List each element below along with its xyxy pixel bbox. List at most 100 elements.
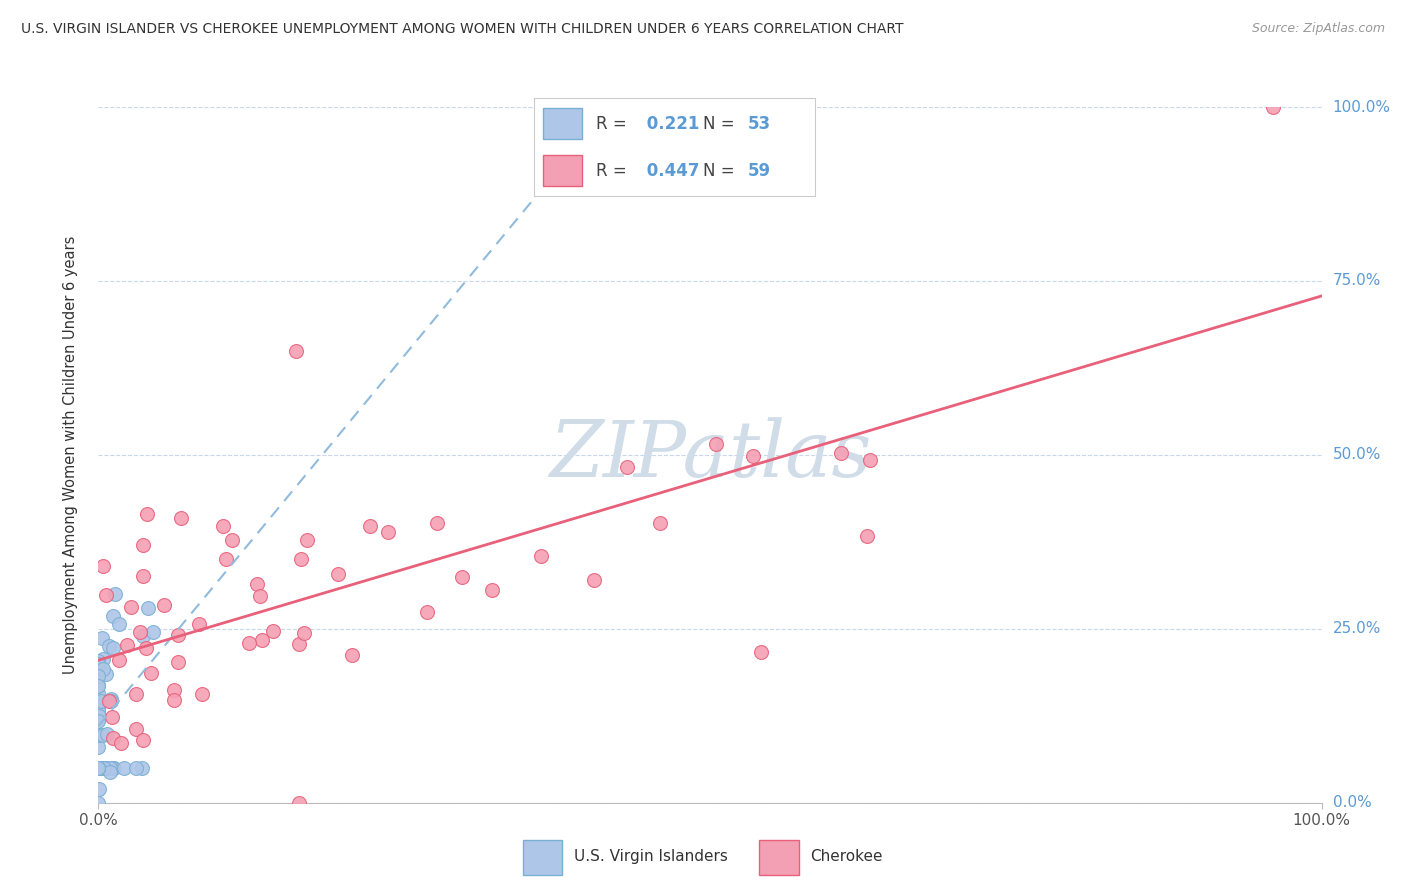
Point bbox=[212, 519, 235, 533]
Point bbox=[426, 516, 449, 530]
Point bbox=[90, 631, 112, 645]
Point bbox=[87, 714, 110, 728]
Point bbox=[101, 761, 124, 775]
Point bbox=[104, 587, 127, 601]
Text: N =: N = bbox=[703, 115, 740, 133]
Point bbox=[103, 731, 125, 746]
Point bbox=[98, 639, 121, 653]
Point bbox=[87, 704, 110, 718]
Point bbox=[136, 601, 159, 615]
Text: ZIPatlas: ZIPatlas bbox=[548, 417, 872, 493]
Point bbox=[87, 661, 110, 675]
Point bbox=[648, 516, 671, 530]
Point bbox=[342, 648, 364, 662]
Point bbox=[451, 570, 474, 584]
Text: 0.0%: 0.0% bbox=[1333, 796, 1371, 810]
FancyBboxPatch shape bbox=[543, 108, 582, 139]
Point bbox=[221, 533, 243, 548]
Point bbox=[115, 639, 138, 653]
Point bbox=[87, 702, 110, 716]
Point bbox=[87, 654, 110, 668]
Point bbox=[132, 537, 155, 551]
Point bbox=[830, 446, 852, 460]
Point bbox=[250, 632, 273, 647]
Point bbox=[249, 589, 271, 603]
Point bbox=[215, 551, 238, 566]
Point bbox=[87, 728, 110, 742]
Point bbox=[163, 693, 186, 707]
Text: 25.0%: 25.0% bbox=[1333, 622, 1381, 636]
Point bbox=[704, 437, 727, 451]
Point bbox=[91, 559, 114, 574]
Point bbox=[94, 761, 117, 775]
Point bbox=[90, 693, 112, 707]
Point bbox=[87, 761, 110, 775]
Point bbox=[87, 657, 110, 671]
Point bbox=[87, 761, 110, 775]
FancyBboxPatch shape bbox=[523, 840, 562, 875]
Point bbox=[131, 629, 153, 643]
Text: U.S. Virgin Islanders: U.S. Virgin Islanders bbox=[574, 849, 727, 863]
Point bbox=[101, 609, 124, 624]
FancyBboxPatch shape bbox=[759, 840, 799, 875]
Point bbox=[288, 637, 311, 651]
Point bbox=[87, 761, 110, 775]
Point bbox=[481, 582, 503, 597]
Point bbox=[292, 625, 315, 640]
Point bbox=[89, 782, 111, 797]
Point bbox=[285, 343, 308, 358]
Point bbox=[1261, 100, 1284, 114]
Point bbox=[131, 761, 153, 775]
Point bbox=[190, 687, 212, 701]
Point bbox=[121, 599, 143, 614]
Point bbox=[377, 524, 399, 539]
Point bbox=[169, 511, 191, 525]
Y-axis label: Unemployment Among Women with Children Under 6 years: Unemployment Among Women with Children U… bbox=[63, 235, 77, 674]
Text: Cherokee: Cherokee bbox=[810, 849, 883, 863]
Point bbox=[246, 577, 269, 591]
Point bbox=[583, 574, 606, 588]
Point bbox=[87, 709, 110, 723]
Point bbox=[87, 761, 110, 775]
Text: 59: 59 bbox=[748, 161, 770, 179]
Text: U.S. VIRGIN ISLANDER VS CHEROKEE UNEMPLOYMENT AMONG WOMEN WITH CHILDREN UNDER 6 : U.S. VIRGIN ISLANDER VS CHEROKEE UNEMPLO… bbox=[21, 22, 904, 37]
Point bbox=[326, 566, 349, 581]
Point bbox=[742, 449, 765, 463]
Point bbox=[749, 645, 772, 659]
Point bbox=[87, 740, 110, 755]
Point bbox=[108, 653, 131, 667]
Point bbox=[94, 761, 117, 775]
Point bbox=[94, 666, 117, 681]
Point bbox=[530, 549, 553, 564]
Point bbox=[91, 728, 114, 742]
Point bbox=[136, 507, 159, 521]
Point bbox=[416, 605, 439, 619]
Point bbox=[91, 761, 114, 775]
Point bbox=[97, 694, 120, 708]
Point bbox=[238, 636, 260, 650]
Point bbox=[100, 691, 122, 706]
Point bbox=[856, 529, 879, 543]
Point bbox=[87, 761, 110, 775]
Point bbox=[187, 617, 209, 632]
Point bbox=[107, 617, 129, 632]
Point bbox=[295, 533, 318, 547]
Text: 53: 53 bbox=[748, 115, 770, 133]
Text: 50.0%: 50.0% bbox=[1333, 448, 1381, 462]
Point bbox=[359, 519, 381, 533]
Text: N =: N = bbox=[703, 161, 740, 179]
Point bbox=[135, 641, 157, 656]
Point bbox=[87, 678, 110, 692]
Point bbox=[262, 624, 284, 638]
Point bbox=[110, 736, 132, 750]
Point bbox=[87, 679, 110, 693]
Point bbox=[91, 662, 114, 676]
Point bbox=[142, 625, 165, 640]
Point bbox=[139, 665, 162, 680]
Point bbox=[94, 588, 117, 602]
Point bbox=[87, 686, 110, 700]
Point bbox=[87, 796, 110, 810]
Point bbox=[91, 651, 114, 665]
Point bbox=[153, 598, 176, 612]
FancyBboxPatch shape bbox=[543, 155, 582, 186]
